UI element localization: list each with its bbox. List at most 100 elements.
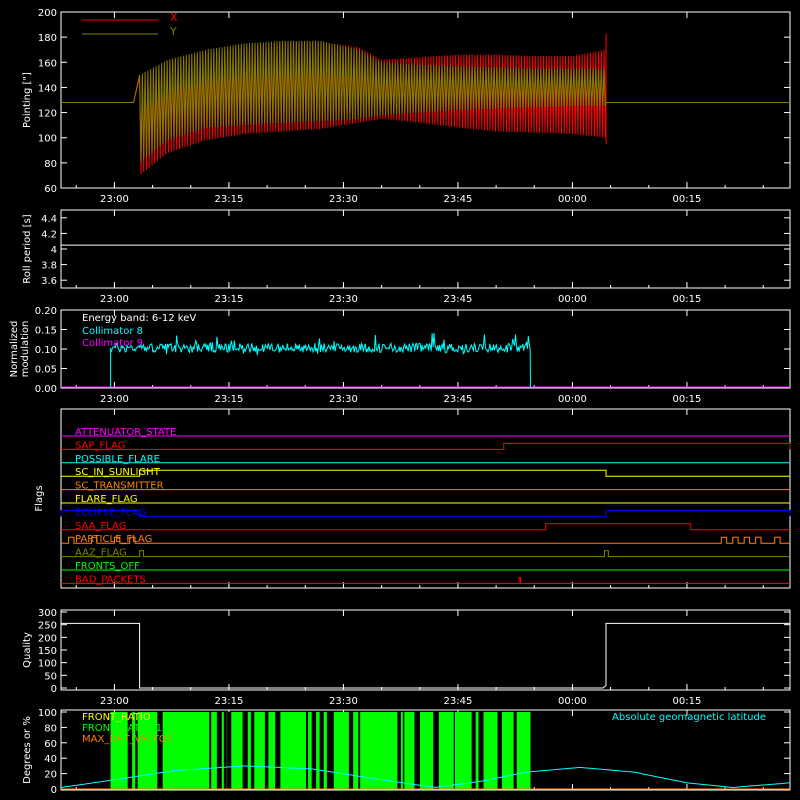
legend-label-Collimator-9: Collimator 9 — [82, 338, 143, 349]
y-tick-label: 4.4 — [41, 214, 57, 225]
front-ratio-gap — [127, 712, 133, 789]
y-tick-label: 4.2 — [41, 229, 57, 240]
quality-line — [61, 622, 790, 689]
y-tick-label: 20 — [44, 770, 57, 781]
y-tick-label: 0.15 — [35, 326, 57, 337]
series-line-Y — [61, 40, 790, 162]
front-ratio-gap — [135, 712, 138, 789]
flag-label-saa-flag: SAA_FLAG — [75, 521, 126, 532]
x-tick-label: 23:45 — [444, 696, 473, 707]
front-ratio-gap — [157, 712, 163, 789]
front-ratio-gap — [331, 712, 334, 789]
flag-label-attenuator-state: ATTENUATOR_STATE — [75, 427, 176, 438]
front-ratio-gap — [306, 712, 309, 789]
y-axis-label: Normalized — [9, 321, 20, 378]
legend-label-front-ratio: FRONT_RATIO — [82, 712, 151, 723]
y-tick-label: 50 — [44, 671, 57, 682]
y-tick-label: 0.10 — [35, 345, 57, 356]
front-ratio-gap — [275, 712, 281, 789]
front-ratio-gap — [433, 712, 439, 789]
y-axis-label: Degrees or % — [22, 716, 33, 784]
panel-pointing: 60 80 100 120 140 160 180 200 Pointing ["] 23:00 2… — [22, 8, 791, 205]
panel-roll: 3.6 3.8 4 4.2 4.4 Roll period [s] 23:00 23:15 23… — [22, 209, 791, 305]
y-tick-label: 100 — [38, 708, 57, 719]
panel-frame — [60, 408, 791, 589]
front-ratio-gap — [453, 712, 455, 789]
legend-label-Collimator-8: Collimator 8 — [82, 326, 143, 337]
front-ratio-gap — [242, 712, 248, 789]
panel-frame — [60, 209, 791, 289]
panel-frame — [60, 609, 791, 691]
x-tick-label: 23:45 — [444, 294, 473, 305]
y-tick-label: 300 — [38, 608, 57, 619]
y-tick-label: 40 — [44, 754, 57, 765]
front-ratio-gap — [264, 712, 269, 789]
y-tick-label: 100 — [38, 134, 57, 145]
flag-line-saa-flag — [61, 523, 790, 531]
flag-label-bad-packets: BAD_PACKETS — [75, 574, 146, 585]
flag-label-particle-flag: PARTICLE_FLAG — [75, 534, 152, 545]
y-tick-label: 3.6 — [41, 276, 57, 287]
y-axis-label: modulation — [20, 321, 31, 378]
flag-label-aaz-flag: AAZ_FLAG — [75, 548, 127, 559]
y-tick-label: 200 — [38, 633, 57, 644]
flag-line-particle-flag — [61, 536, 790, 544]
flag-label-sap-flag: SAP_FLAG — [75, 440, 125, 451]
series-line-collimator-8 — [110, 333, 531, 389]
y-tick-label: 0 — [51, 785, 57, 796]
front-ratio-gap — [417, 712, 420, 789]
y-tick-label: 180 — [38, 33, 57, 44]
x-tick-label: 00:00 — [558, 394, 587, 405]
flag-line-aaz-flag — [61, 550, 790, 558]
front-ratio-gap — [348, 712, 354, 789]
front-ratio-gap — [319, 712, 324, 789]
x-tick-label: 23:00 — [100, 394, 129, 405]
flag-label-possible-flare: POSSIBLE_FLARE — [75, 454, 160, 465]
panel-frame — [60, 709, 791, 791]
front-ratio-gap — [402, 712, 405, 789]
x-tick-label: 23:00 — [100, 194, 129, 205]
y-tick-label: 0.00 — [35, 384, 57, 395]
legend-label-X: X — [170, 11, 178, 24]
panel-flags: Flags ATTENUATOR_STATE SAP_FLAG POSSIBLE_FL… — [34, 408, 791, 589]
flag-line-sap-flag — [61, 442, 791, 450]
legend-label-geomagnetic-latitude: Absolute geomagnetic latitude — [612, 712, 766, 723]
flag-label-flare-flag: FLARE_FLAG — [75, 494, 138, 505]
x-tick-label: 00:00 — [558, 696, 587, 707]
y-tick-label: 0.05 — [35, 365, 57, 376]
y-axis-label: Flags — [34, 485, 45, 511]
x-tick-label: 00:15 — [673, 394, 702, 405]
x-tick-label: 23:15 — [215, 696, 244, 707]
x-tick-label: 23:15 — [215, 394, 244, 405]
front-ratio-gap — [223, 712, 227, 789]
x-tick-label: 23:30 — [329, 394, 358, 405]
y-tick-label: 80 — [44, 159, 57, 170]
y-axis-label: Roll period [s] — [22, 214, 33, 283]
y-tick-label: 0 — [51, 684, 57, 695]
y-tick-label: 0.20 — [35, 306, 57, 317]
front-ratio-gap — [397, 712, 401, 789]
y-tick-label: 160 — [38, 58, 57, 69]
series-line-geomagnetic-latitude — [60, 765, 791, 789]
panel-frame — [60, 11, 791, 189]
front-ratio-gap — [216, 712, 222, 789]
front-ratio-gap — [227, 712, 232, 789]
y-tick-label: 250 — [38, 621, 57, 632]
x-tick-label: 00:15 — [673, 294, 702, 305]
x-tick-label: 23:45 — [444, 194, 473, 205]
front-ratio-gap — [414, 712, 420, 789]
front-ratio-gap — [481, 712, 483, 789]
legend-label-Y: Y — [169, 25, 177, 38]
y-tick-label: 4 — [51, 245, 57, 256]
flag-label-fronts-off: FRONTS_OFF — [75, 561, 140, 572]
front-ratio-gap — [311, 712, 317, 789]
x-tick-label: 00:15 — [673, 194, 702, 205]
x-tick-label: 00:00 — [558, 294, 587, 305]
panel-ratios: 0 20 40 60 80 100 Degrees or % FRONT_RATIOFRONT… — [22, 708, 791, 796]
front-ratio-gap — [209, 712, 212, 789]
x-tick-label: 00:00 — [558, 194, 587, 205]
y-tick-label: 60 — [44, 739, 57, 750]
x-tick-label: 23:45 — [444, 394, 473, 405]
